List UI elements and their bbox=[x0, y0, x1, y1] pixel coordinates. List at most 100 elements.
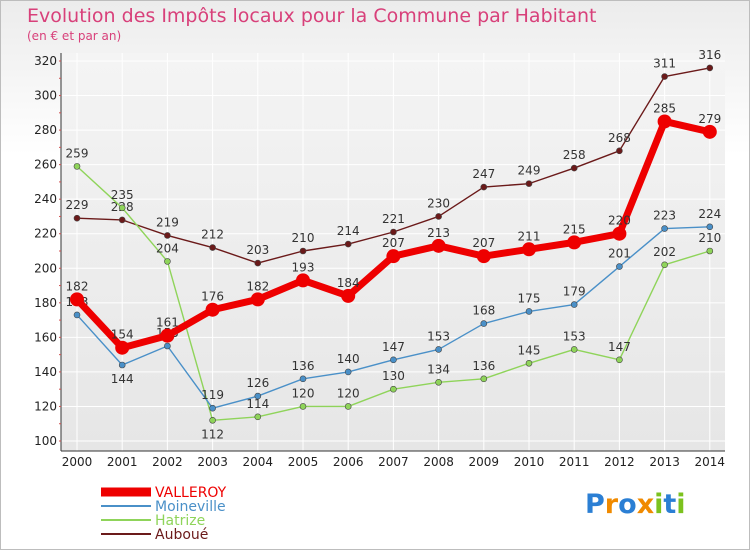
data-point bbox=[299, 403, 307, 410]
data-point bbox=[616, 263, 623, 270]
data-label: 215 bbox=[563, 222, 586, 236]
data-point bbox=[115, 340, 130, 355]
legend-label: Auboué bbox=[155, 527, 208, 543]
data-label: 229 bbox=[66, 198, 89, 212]
data-point bbox=[706, 247, 714, 255]
data-point bbox=[480, 183, 488, 191]
data-point bbox=[341, 288, 356, 303]
y-tick-label: 260 bbox=[34, 158, 57, 172]
data-point bbox=[616, 147, 623, 155]
proxiti-logo: Proxiti bbox=[585, 489, 686, 520]
data-point bbox=[164, 342, 171, 350]
data-point bbox=[73, 163, 81, 170]
logo-letter: t bbox=[663, 489, 677, 520]
data-point bbox=[390, 356, 397, 364]
data-label: 112 bbox=[201, 427, 224, 441]
data-label: 279 bbox=[698, 112, 721, 126]
data-point bbox=[254, 392, 262, 400]
data-point bbox=[118, 361, 126, 369]
data-point bbox=[702, 124, 717, 139]
data-point bbox=[657, 114, 672, 129]
data-label: 259 bbox=[66, 146, 89, 160]
data-label: 179 bbox=[563, 285, 586, 299]
data-point bbox=[209, 404, 216, 412]
data-point bbox=[299, 375, 307, 383]
data-label: 285 bbox=[653, 101, 676, 115]
data-label: 221 bbox=[382, 212, 405, 226]
data-label: 134 bbox=[427, 362, 450, 376]
data-label: 316 bbox=[698, 48, 721, 62]
x-tick-label: 2009 bbox=[469, 455, 500, 469]
data-label: 220 bbox=[608, 214, 631, 228]
data-label: 126 bbox=[246, 376, 269, 390]
x-tick-label: 2011 bbox=[559, 455, 590, 469]
data-label: 211 bbox=[518, 229, 541, 243]
y-tick-label: 180 bbox=[34, 296, 57, 310]
logo-letter: r bbox=[604, 489, 619, 520]
data-point bbox=[344, 368, 352, 376]
data-label: 219 bbox=[156, 215, 179, 229]
data-point bbox=[431, 238, 446, 253]
data-point bbox=[525, 359, 533, 367]
y-tick-label: 300 bbox=[34, 89, 57, 103]
data-point bbox=[386, 249, 401, 264]
data-point bbox=[299, 247, 307, 255]
data-point bbox=[570, 301, 578, 308]
x-tick-label: 2002 bbox=[152, 455, 183, 469]
y-tick-label: 140 bbox=[34, 365, 57, 379]
legend-label: Hatrize bbox=[155, 513, 205, 529]
x-tick-label: 2007 bbox=[378, 455, 409, 469]
data-point bbox=[570, 164, 578, 172]
data-point bbox=[525, 180, 533, 187]
data-label: 147 bbox=[608, 340, 631, 354]
data-point bbox=[706, 64, 714, 72]
data-label: 154 bbox=[111, 328, 134, 342]
data-point bbox=[209, 416, 216, 424]
data-label: 311 bbox=[653, 57, 676, 71]
logo-letter: x bbox=[636, 489, 655, 520]
data-point bbox=[118, 204, 126, 212]
x-tick-label: 2014 bbox=[695, 455, 726, 469]
x-tick-label: 2012 bbox=[604, 455, 635, 469]
data-label: 202 bbox=[653, 245, 676, 259]
data-point bbox=[661, 261, 668, 269]
y-tick-label: 160 bbox=[34, 330, 57, 344]
data-point bbox=[254, 413, 262, 421]
data-point bbox=[70, 292, 84, 307]
data-point bbox=[205, 302, 220, 317]
data-label: 182 bbox=[246, 279, 269, 293]
data-point bbox=[570, 346, 578, 353]
data-point bbox=[567, 235, 582, 250]
data-point bbox=[435, 378, 442, 386]
x-tick-label: 2004 bbox=[243, 455, 274, 469]
data-label: 247 bbox=[472, 167, 495, 181]
x-tick-label: 2005 bbox=[288, 455, 319, 469]
data-label: 136 bbox=[292, 359, 315, 373]
data-point bbox=[435, 346, 442, 353]
data-label: 140 bbox=[337, 352, 360, 366]
data-point bbox=[164, 232, 171, 239]
chart-subtitle: (en € et par an) bbox=[27, 29, 122, 43]
data-label: 161 bbox=[156, 316, 179, 330]
data-label: 153 bbox=[563, 329, 586, 343]
data-label: 120 bbox=[337, 386, 360, 400]
x-tick-label: 2008 bbox=[423, 455, 454, 469]
data-label: 176 bbox=[201, 290, 224, 304]
data-point bbox=[616, 356, 623, 364]
legend-label: VALLEROY bbox=[155, 485, 227, 501]
data-label: 210 bbox=[698, 231, 721, 245]
data-label: 144 bbox=[111, 372, 134, 386]
y-tick-label: 200 bbox=[34, 261, 57, 275]
data-label: 145 bbox=[518, 343, 541, 357]
x-tick-label: 2013 bbox=[649, 455, 680, 469]
data-label: 147 bbox=[382, 340, 405, 354]
data-label: 184 bbox=[337, 276, 360, 290]
data-point bbox=[480, 320, 488, 327]
y-tick-label: 100 bbox=[34, 434, 57, 448]
data-label: 203 bbox=[246, 243, 269, 257]
data-label: 119 bbox=[201, 388, 224, 402]
logo-letter: P bbox=[585, 489, 605, 520]
data-label: 120 bbox=[292, 386, 315, 400]
data-point bbox=[661, 73, 668, 80]
